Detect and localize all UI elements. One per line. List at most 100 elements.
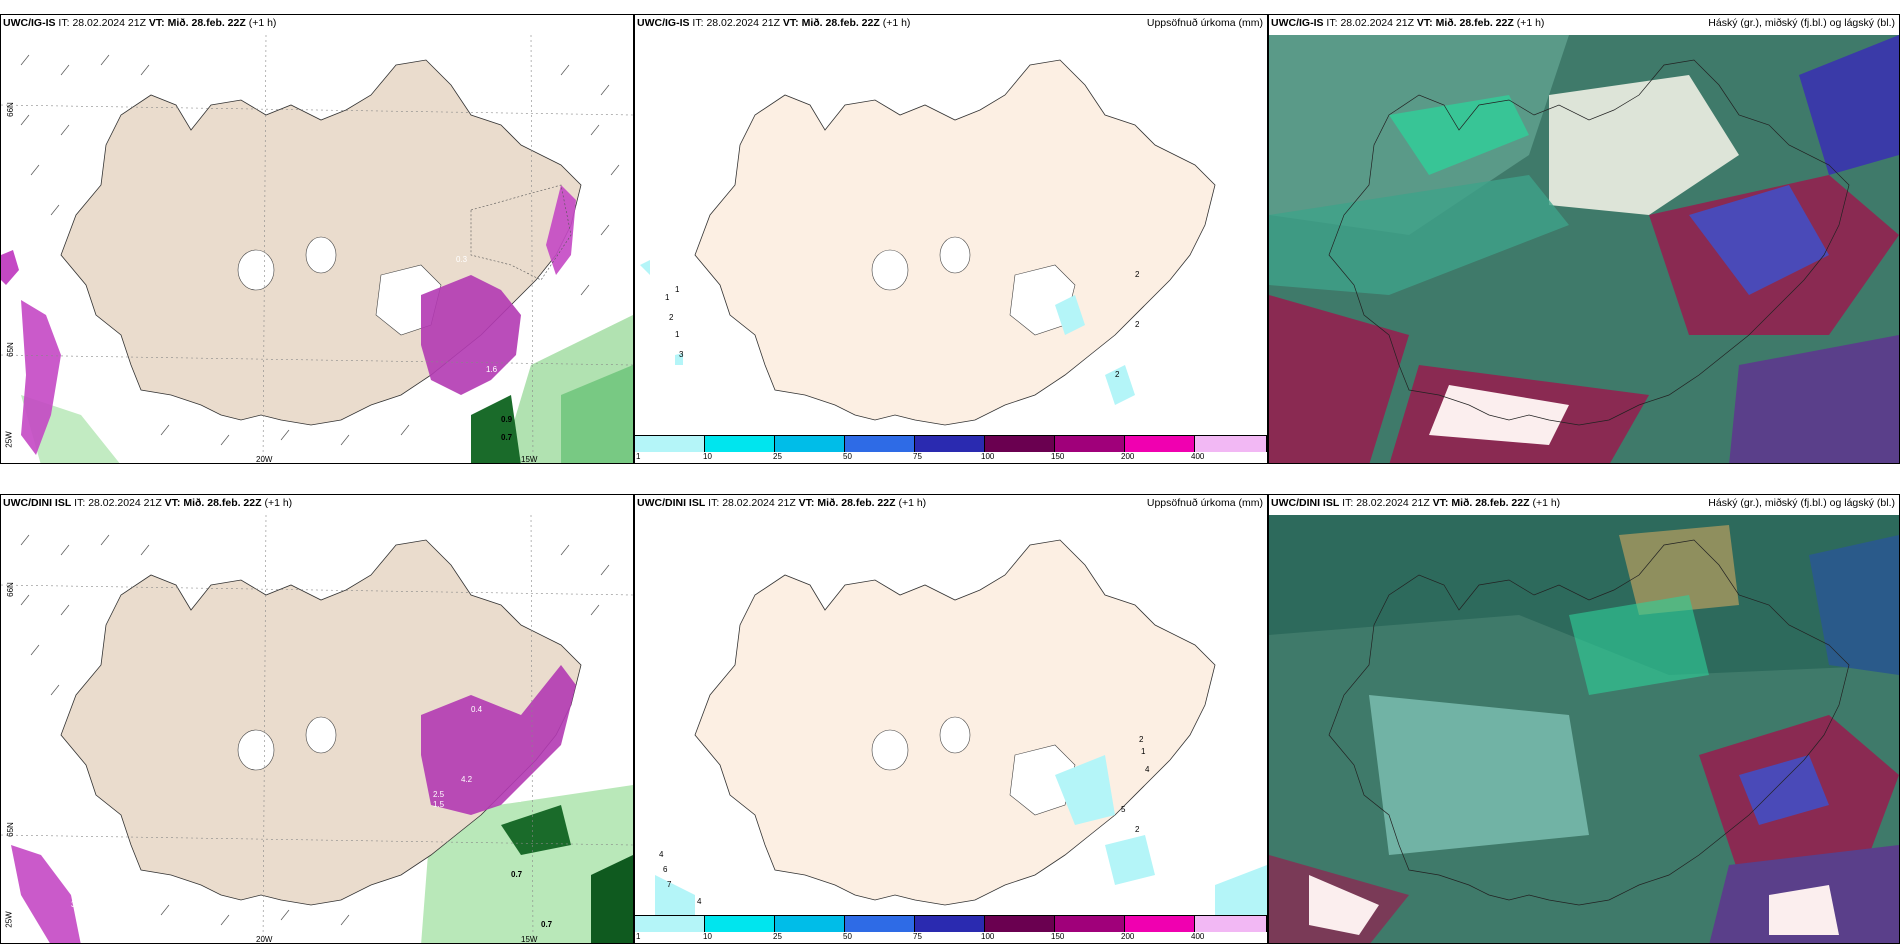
colorbar-swatch	[915, 916, 985, 932]
colorbar-swatch	[1055, 436, 1125, 452]
precip-map	[635, 515, 1267, 925]
precip-value: 4.2	[461, 775, 473, 784]
colorbar-tick: 100	[981, 932, 995, 941]
colorbar-tick: 100	[981, 452, 995, 461]
colorbar-swatch	[985, 916, 1055, 932]
precip-title: Uppsöfnuð úrkoma (mm)	[1146, 17, 1263, 29]
panel-header: UWC/DINI ISL IT: 28.02.2024 21Z VT: Mið.…	[637, 497, 927, 509]
precip-value: 7	[667, 880, 672, 889]
label-lat-65: 65N	[5, 822, 15, 837]
colorbar-tick: 200	[1121, 452, 1135, 461]
colorbar-tick: 1	[636, 452, 641, 461]
wind-precip-map	[1, 515, 633, 943]
colorbar-tick: 150	[1051, 452, 1065, 461]
colorbar-swatch	[775, 436, 845, 452]
panel-wind-precip-row1: UWC/IG-IS IT: 28.02.2024 21Z VT: Mið. 28…	[0, 14, 634, 464]
colorbar-swatch	[915, 436, 985, 452]
colorbar	[635, 435, 1267, 452]
colorbar-tick: 25	[773, 932, 782, 941]
precip-value: 4	[1145, 765, 1150, 774]
colorbar-swatch	[1195, 436, 1267, 452]
panel-precip-row2: UWC/DINI ISL IT: 28.02.2024 21Z VT: Mið.…	[634, 494, 1268, 944]
colorbar-tick: 75	[913, 932, 922, 941]
precip-value: 3.8	[511, 795, 523, 804]
precip-value: 2.5	[433, 790, 445, 799]
colorbar-tick: 1	[636, 932, 641, 941]
colorbar-swatch	[845, 436, 915, 452]
precip-value: 1	[665, 293, 670, 302]
precip-value: 1	[675, 330, 680, 339]
label-lon-15w: 15W	[521, 935, 538, 944]
colorbar-swatch	[845, 916, 915, 932]
precip-value: 3	[679, 350, 684, 359]
cloud-map	[1269, 515, 1899, 943]
colorbar-swatch	[1055, 916, 1125, 932]
colorbar	[635, 915, 1267, 932]
wind-precip-map	[1, 35, 633, 463]
precip-value: 0.7	[511, 870, 523, 879]
label-lon-15w: 15W	[521, 455, 538, 464]
precip-value: 3.4	[71, 900, 83, 909]
precip-value: 0.7	[541, 920, 553, 929]
label-lon-25w: 25W	[4, 431, 14, 448]
precip-value: 0.8	[21, 240, 33, 249]
colorbar-swatch	[1195, 916, 1267, 932]
colorbar-tick: 10	[703, 932, 712, 941]
precip-value: 2	[1135, 320, 1140, 329]
precip-value: 2	[1135, 825, 1140, 834]
colorbar-swatch	[1125, 436, 1195, 452]
precip-title: Uppsöfnuð úrkoma (mm)	[1146, 497, 1263, 509]
precip-value: 2	[1135, 270, 1140, 279]
label-lon-25w: 25W	[4, 911, 14, 928]
colorbar-tick: 10	[703, 452, 712, 461]
colorbar-swatch	[635, 436, 705, 452]
precip-value: 0.4	[471, 705, 483, 714]
cloud-title: Háský (gr.), miðský (fj.bl.) og lágský (…	[1708, 17, 1895, 29]
precip-value: 4	[659, 850, 664, 859]
label-lat-65: 65N	[5, 342, 15, 357]
panel-header: UWC/DINI ISL IT: 28.02.2024 21Z VT: Mið.…	[1271, 497, 1561, 509]
panel-header: UWC/IG-IS IT: 28.02.2024 21Z VT: Mið. 28…	[3, 17, 277, 29]
colorbar-tick: 25	[773, 452, 782, 461]
precip-value: 6	[663, 865, 668, 874]
precip-value: 4	[697, 897, 702, 906]
precip-value: 0.0	[521, 325, 533, 334]
colorbar-tick: 50	[843, 452, 852, 461]
colorbar-swatch	[705, 916, 775, 932]
cloud-map	[1269, 35, 1899, 463]
colorbar-swatch	[1125, 916, 1195, 932]
panel-precip-row1: UWC/IG-IS IT: 28.02.2024 21Z VT: Mið. 28…	[634, 14, 1268, 464]
precip-value: 0.7	[501, 433, 513, 442]
precip-map	[635, 35, 1267, 445]
panel-cloud-row1: UWC/IG-IS IT: 28.02.2024 21Z VT: Mið. 28…	[1268, 14, 1900, 464]
precip-value: 0.3	[456, 255, 468, 264]
colorbar-swatch	[635, 916, 705, 932]
colorbar-swatch	[705, 436, 775, 452]
panel-header: UWC/IG-IS IT: 28.02.2024 21Z VT: Mið. 28…	[1271, 17, 1545, 29]
precip-value: 2	[1139, 735, 1144, 744]
label-lon-20w: 20W	[256, 455, 273, 464]
precip-value: 0.9	[501, 415, 513, 424]
label-lat-66: 66N	[5, 102, 15, 117]
colorbar-tick: 400	[1191, 452, 1205, 461]
precip-value: 1	[675, 285, 680, 294]
colorbar-tick: 150	[1051, 932, 1065, 941]
panel-header: UWC/DINI ISL IT: 28.02.2024 21Z VT: Mið.…	[3, 497, 293, 509]
colorbar-tick: 400	[1191, 932, 1205, 941]
precip-value: 2	[669, 313, 674, 322]
precip-value: 1.6	[486, 365, 498, 374]
colorbar-swatch	[985, 436, 1055, 452]
panel-header: UWC/IG-IS IT: 28.02.2024 21Z VT: Mið. 28…	[637, 17, 911, 29]
label-lon-20w: 20W	[256, 935, 273, 944]
panel-cloud-row2: UWC/DINI ISL IT: 28.02.2024 21Z VT: Mið.…	[1268, 494, 1900, 944]
precip-value: 1	[1141, 747, 1146, 756]
precip-value: 1.5	[433, 800, 445, 809]
colorbar-tick: 75	[913, 452, 922, 461]
panel-wind-precip-row2: UWC/DINI ISL IT: 28.02.2024 21Z VT: Mið.…	[0, 494, 634, 944]
colorbar-tick: 50	[843, 932, 852, 941]
cloud-title: Háský (gr.), miðský (fj.bl.) og lágský (…	[1708, 497, 1895, 509]
precip-value: 2	[1115, 370, 1120, 379]
colorbar-tick: 200	[1121, 932, 1135, 941]
colorbar-swatch	[775, 916, 845, 932]
label-lat-66: 66N	[5, 582, 15, 597]
